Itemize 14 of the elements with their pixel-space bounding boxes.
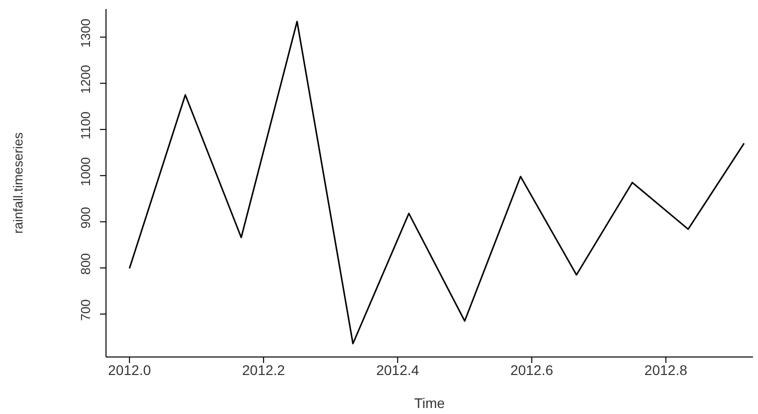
x-tick-label: 2012.2 — [242, 362, 286, 378]
y-axis-title: rainfall.timeseries — [10, 132, 26, 234]
y-tick-label: 1300 — [78, 18, 93, 48]
y-tick-label: 800 — [78, 253, 93, 275]
y-tick-label: 700 — [78, 299, 93, 321]
x-tick-label: 2012.0 — [108, 362, 152, 378]
x-axis-title: Time — [414, 395, 446, 411]
x-tick-label: 2012.8 — [644, 362, 688, 378]
y-tick-label: 1100 — [78, 111, 93, 140]
y-tick-label: 900 — [78, 206, 93, 229]
y-tick-label: 1200 — [78, 64, 93, 94]
x-tick-label: 2012.6 — [510, 362, 554, 378]
x-tick-label: 2012.4 — [376, 362, 420, 378]
y-tick-label: 1000 — [78, 157, 93, 186]
